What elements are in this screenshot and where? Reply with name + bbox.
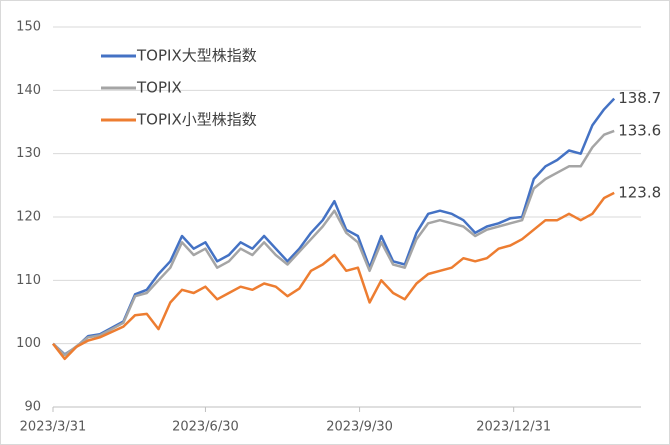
- y-tick-label: 110: [16, 273, 41, 288]
- end-value-label: 138.7: [618, 89, 661, 107]
- legend-label: TOPIX大型株指数: [136, 47, 257, 65]
- y-tick-label: 100: [16, 336, 41, 351]
- series-line: [52, 191, 615, 361]
- legend-label: TOPIX: [136, 79, 182, 97]
- y-tick-label: 90: [24, 400, 41, 415]
- x-tick-label: 2023/3/31: [20, 420, 87, 435]
- y-tick-label: 140: [16, 83, 41, 98]
- x-tick-label: 2023/9/30: [326, 420, 393, 435]
- series-line: [52, 97, 616, 356]
- legend-label: TOPIX小型株指数: [136, 111, 257, 129]
- x-tick-label: 2023/6/30: [172, 420, 239, 435]
- x-tick-label: 2023/12/31: [476, 420, 551, 435]
- series-line: [52, 129, 615, 357]
- y-tick-label: 150: [16, 20, 41, 35]
- y-tick-label: 120: [16, 210, 41, 225]
- end-value-label: 133.6: [618, 121, 661, 139]
- end-value-label: 123.8: [618, 183, 661, 201]
- y-tick-label: 130: [16, 146, 41, 161]
